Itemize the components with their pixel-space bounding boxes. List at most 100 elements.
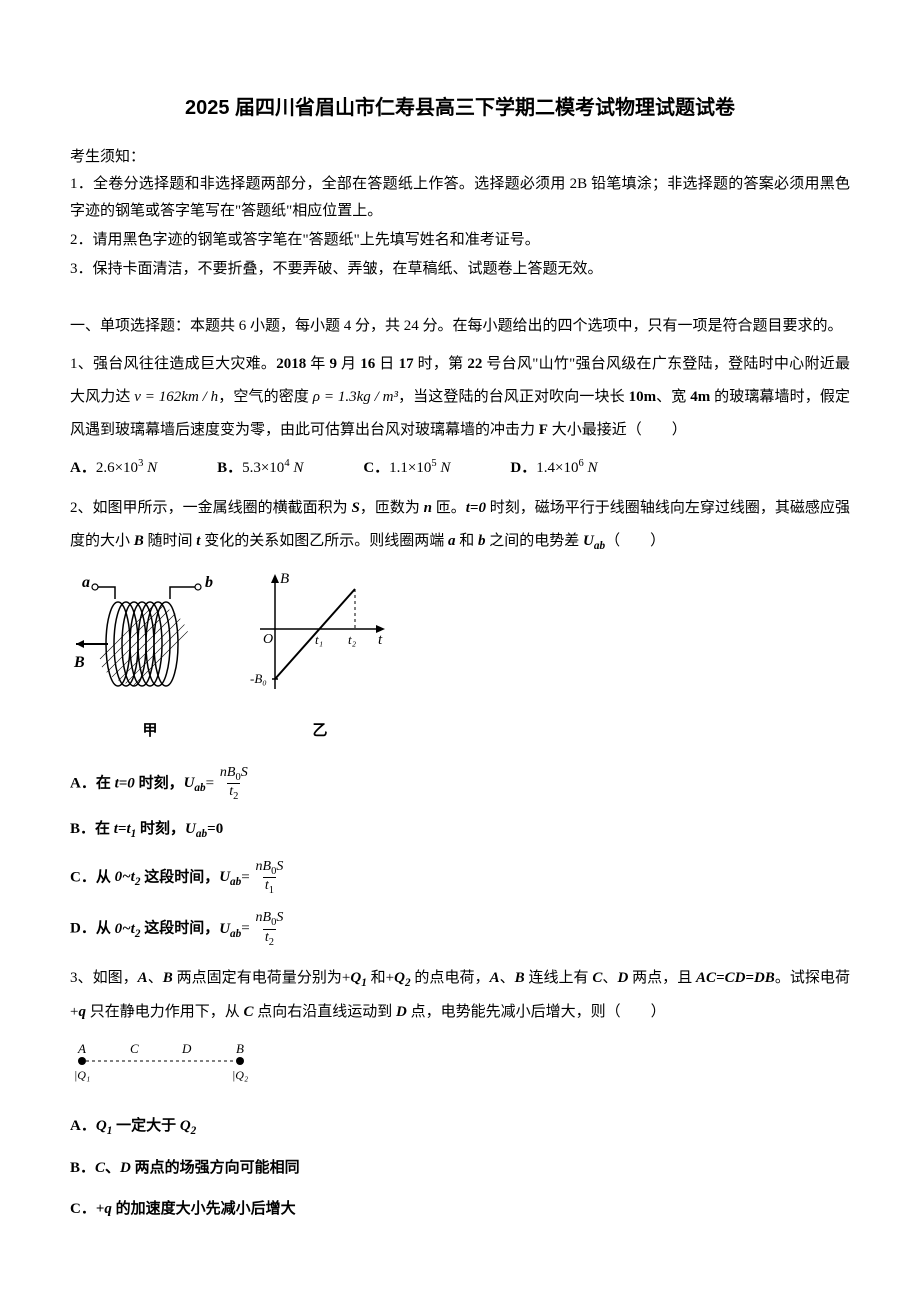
q2-option-b: B．在 t=t1 时刻，Uab=0 [70,816,850,844]
q1-option-d: D．1.4×106 N [510,455,597,482]
q2-optB-var: Uab [185,821,207,837]
q2-optA-mid: 时刻， [135,775,184,791]
q1-optD-label: D． [510,460,536,476]
q2-optD-pre: D．从 [70,921,115,937]
q3-option-a: A．Q1 一定大于 Q2 [70,1113,850,1141]
diag-B: B [236,1041,244,1056]
q2-optA-pre: A．在 [70,775,115,791]
q3-option-c: C．+q 的加速度大小先减小后增大 [70,1196,850,1223]
q2-t3: 匝。 [432,500,466,516]
fig-caption-yi: 乙 [250,718,390,745]
q2-optB-mid: 时刻， [136,821,185,837]
q3-A: A [138,970,148,986]
q2-suffix: （ ） [605,533,665,549]
q2-optD-var: Uab [219,921,241,937]
q3-t11: 点，电势能先减小后增大，则（ ） [407,1004,666,1020]
q2-optA-eq: = [206,775,214,791]
q1-options: A．2.6×103 N B．5.3×104 N C．1.1×105 N D．1.… [70,455,850,482]
q1-t6: ，空气的密度 [218,389,313,405]
q2-optC-var: Uab [219,869,241,885]
q3-optA-pre: A． [70,1118,96,1134]
q1-t3: 日 [375,356,398,372]
q3-optB-C: C [95,1160,105,1176]
q1-optB-val: 5.3×104 N [242,460,303,476]
q1-formula-rho: ρ = 1.3kg / m³ [313,389,398,405]
q3-diagram: A C D B |Q₁ |Q₂ [70,1041,850,1093]
q3-D: D [617,970,628,986]
charge-line-svg: A C D B |Q₁ |Q₂ [70,1041,260,1083]
graph-label-O: O [263,632,273,647]
diag-Q1: |Q₁ [74,1068,90,1082]
q3-D2: D [396,1004,407,1020]
q1-month: 9 [329,356,337,372]
q3-B2: B [515,970,525,986]
q3-q: q [78,1004,86,1020]
q2-optB-t: t=t1 [114,821,137,837]
diag-C: C [130,1041,139,1056]
coil-label-a: a [82,574,90,591]
q2-optC-eq: = [241,869,249,885]
q2-optD-t: 0~t2 [115,921,141,937]
q3-optB-D: D [120,1160,131,1176]
q2-optA-frac: nB0St2 [218,765,250,803]
graph-label-t: t [378,632,383,648]
q3-t7: 两点，且 [628,970,696,986]
question-3: 3、如图，A、B 两点固定有电荷量分别为+Q1 和+Q2 的点电荷，A、B 连线… [70,962,850,1029]
q1-suffix: 大小最接近（ ） [548,422,687,438]
notice-1: 1．全卷分选择题和非选择题两部分，全部在答题纸上作答。选择题必须用 2B 铅笔填… [70,171,850,225]
q2-optC-pre: C．从 [70,869,115,885]
q1-t4: 时，第 [414,356,468,372]
q1-t1: 年 [306,356,329,372]
q1-t8: 、宽 [656,389,690,405]
q3-optC-text: 的加速度大小先减小后增大 [112,1201,296,1217]
q1-t7: ，当这登陆的台风正对吹向一块长 [398,389,629,405]
q2-t6: 变化的关系如图乙所示。则线圈两端 [200,533,448,549]
q2-b: b [478,533,486,549]
q2-Uab: Uab [583,533,605,549]
q2-t7: 和 [455,533,478,549]
diag-A: A [77,1041,86,1056]
notice-2: 2．请用黑色字迹的钢笔或答字笔在"答题纸"上先填写姓名和准考证号。 [70,227,850,254]
q3-t1: 3、如图， [70,970,138,986]
q3-optC-q: q [104,1201,112,1217]
q2-option-a: A．在 t=0 时刻，Uab= nB0St2 [70,765,850,803]
q2-figures: a b [70,569,850,745]
q3-optC-pre: C．+ [70,1201,104,1217]
q1-optC-val: 1.1×105 N [389,460,450,476]
q2-t5: 随时间 [144,533,197,549]
coil-figure: a b [70,569,230,704]
q2-optB-eq: =0 [207,821,223,837]
q1-year: 2018 [276,356,306,372]
notice-3: 3．保持卡面清洁，不要折叠，不要弄破、弄皱，在草稿纸、试题卷上答题无效。 [70,256,850,283]
q1-optD-val: 1.4×106 N [536,460,597,476]
graph-label-t1: t₁ [315,632,323,647]
q2-optC-frac: nB0St1 [254,859,286,897]
fig-caption-jia: 甲 [70,718,230,745]
diag-Q2: |Q₂ [232,1068,248,1082]
q2-optD-frac: nB0St2 [254,910,286,948]
q1-day: 16 [360,356,375,372]
q3-optB-mid: 、 [105,1160,120,1176]
q3-t10: 点向右沿直线运动到 [254,1004,397,1020]
q1-prefix: 1、强台风往往造成巨大灾难。 [70,356,276,372]
diag-D: D [181,1041,192,1056]
q3-optA-Q1: Q1 [96,1118,112,1134]
q1-formula-v: v = 162km / h [134,389,218,405]
q2-optA-var: Uab [184,775,206,791]
q3-t2b: 、 [500,970,515,986]
q3-t6: 连线上有 [525,970,593,986]
coil-figure-wrap: a b [70,569,230,745]
graph-label-t2: t₂ [348,632,357,647]
q1-optA-label: A． [70,460,96,476]
q3-t5: 的点电荷， [411,970,490,986]
q1-option-c: C．1.1×105 N [363,455,450,482]
q3-t9: 只在静电力作用下，从 [86,1004,244,1020]
q1-option-b: B．5.3×104 N [217,455,303,482]
q2-optC-mid: 这段时间， [140,869,219,885]
coil-label-B: B [73,654,85,671]
q1-F: F [539,422,548,438]
q3-t4: 和+ [367,970,394,986]
q3-eq: AC=CD=DB [696,970,775,986]
q2-optA-t: t=0 [115,775,135,791]
q1-len: 10m [629,389,657,405]
